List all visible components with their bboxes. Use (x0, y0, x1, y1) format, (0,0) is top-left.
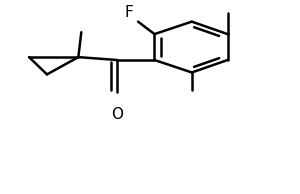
Text: O: O (111, 107, 123, 122)
Text: F: F (125, 5, 134, 20)
